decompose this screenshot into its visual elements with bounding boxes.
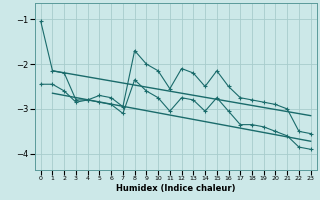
X-axis label: Humidex (Indice chaleur): Humidex (Indice chaleur) — [116, 184, 236, 193]
